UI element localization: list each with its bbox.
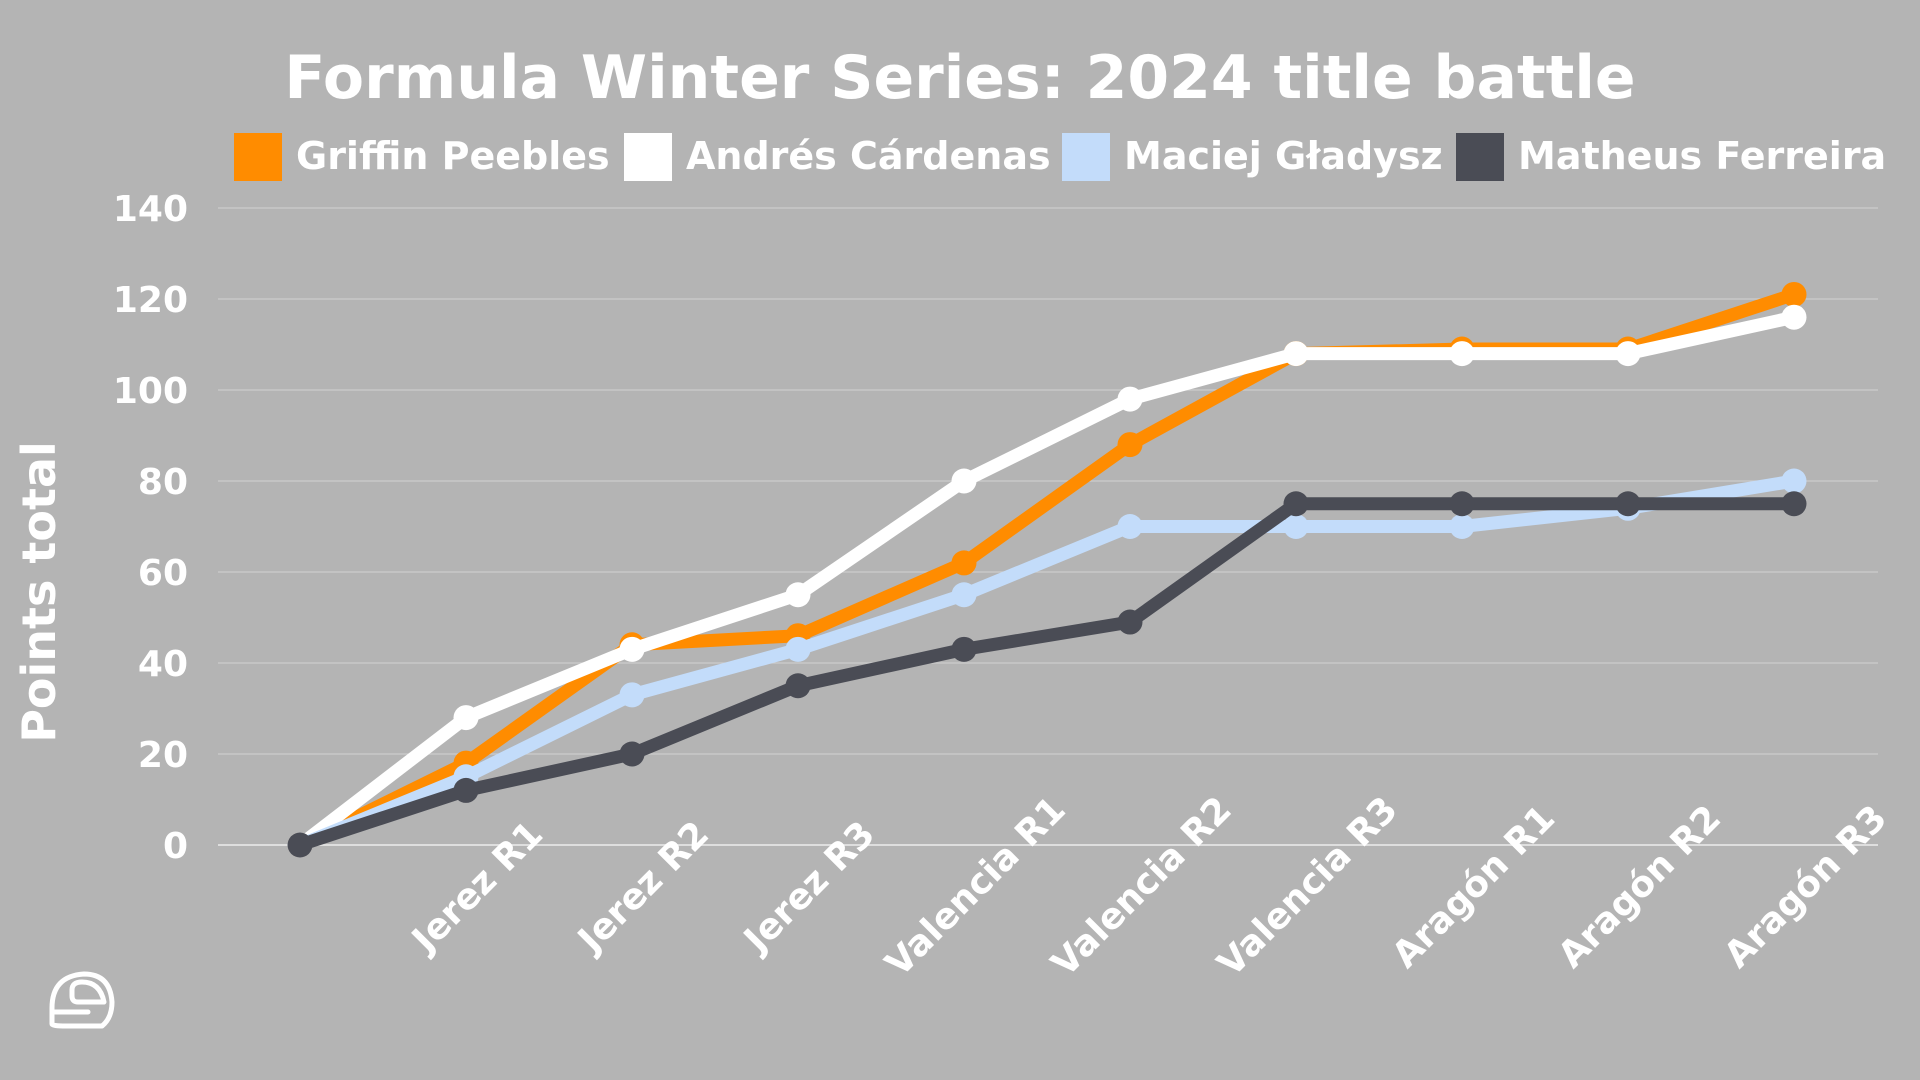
x-tick-label: Jerez R1 (402, 814, 551, 963)
data-point (287, 832, 313, 858)
series-layer (287, 281, 1807, 858)
data-point (785, 582, 811, 608)
data-point (619, 636, 645, 662)
y-tick-label: 40 (138, 644, 188, 685)
series-line (293, 310, 1801, 852)
chart-title: Formula Winter Series: 2024 title battle (284, 43, 1635, 113)
data-point (1117, 514, 1143, 539)
legend-swatch (1062, 133, 1110, 181)
x-tick-label: Aragón R2 (1551, 798, 1729, 976)
data-point (1117, 432, 1143, 458)
data-point (1781, 304, 1807, 330)
data-point (619, 741, 645, 767)
data-point (951, 468, 977, 494)
legend-swatch (234, 133, 282, 181)
data-point (1615, 341, 1641, 367)
series (287, 281, 1807, 858)
series-line (293, 474, 1801, 852)
data-point (1449, 491, 1475, 517)
data-point (951, 636, 977, 662)
y-tick-label: 0 (163, 826, 188, 867)
legend-item: Matheus Ferreira (1456, 133, 1886, 181)
series-line (293, 497, 1801, 852)
data-point (1781, 281, 1807, 307)
legend-label: Maciej Gładysz (1124, 134, 1443, 178)
x-tick-label: Aragón R3 (1717, 798, 1895, 976)
legend: Griffin Peebles Andrés Cárdenas Maciej Gła… (234, 133, 1886, 181)
data-point (785, 636, 811, 662)
data-point (1781, 468, 1807, 494)
legend-item: Maciej Gładysz (1062, 133, 1443, 181)
series (287, 491, 1807, 858)
legend-label: Matheus Ferreira (1518, 134, 1886, 178)
legend-swatch (624, 133, 672, 181)
legend-swatch (1456, 133, 1504, 181)
x-tick-label: Jerez R2 (568, 814, 717, 963)
y-tick-label: 100 (113, 371, 188, 412)
legend-label: Griffin Peebles (296, 134, 610, 178)
data-point (1283, 491, 1309, 517)
data-point (1117, 609, 1143, 635)
helmet-icon (49, 971, 115, 1029)
y-tick-label: 120 (113, 280, 188, 321)
data-point (1283, 341, 1309, 367)
legend-item: Griffin Peebles (234, 133, 610, 181)
legend-label: Andrés Cárdenas (686, 134, 1051, 178)
grid (218, 207, 1878, 846)
y-tick-label: 20 (138, 735, 188, 776)
data-point (951, 550, 977, 576)
legend-item: Andrés Cárdenas (624, 133, 1051, 181)
data-point (1615, 491, 1641, 517)
x-tick-label: Jerez R3 (734, 814, 883, 963)
y-tick-label: 60 (138, 553, 188, 594)
y-axis-ticks: 0 20 40 60 80 100 120 140 (113, 189, 188, 867)
data-point (453, 705, 479, 731)
data-point (453, 777, 479, 803)
data-point (619, 682, 645, 708)
data-point (1449, 341, 1475, 367)
y-axis-label: Points total (12, 441, 66, 743)
y-tick-label: 140 (113, 189, 188, 230)
data-point (1449, 514, 1475, 539)
y-tick-label: 80 (138, 462, 188, 503)
data-point (1781, 491, 1807, 517)
data-point (1283, 514, 1309, 539)
data-point (1117, 386, 1143, 412)
x-tick-label: Aragón R1 (1385, 798, 1563, 976)
data-point (951, 582, 977, 608)
series-line (293, 287, 1801, 852)
data-point (785, 673, 811, 699)
